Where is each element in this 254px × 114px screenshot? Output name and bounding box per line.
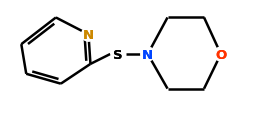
Circle shape (213, 48, 227, 61)
Text: N: N (83, 28, 94, 41)
Text: O: O (214, 48, 226, 61)
Text: N: N (142, 48, 153, 61)
Circle shape (111, 48, 124, 61)
Text: O: O (214, 48, 226, 61)
Circle shape (140, 48, 154, 61)
Circle shape (81, 28, 95, 42)
Text: S: S (113, 48, 122, 61)
Text: S: S (113, 48, 122, 61)
Text: N: N (142, 48, 153, 61)
Text: N: N (83, 28, 94, 41)
